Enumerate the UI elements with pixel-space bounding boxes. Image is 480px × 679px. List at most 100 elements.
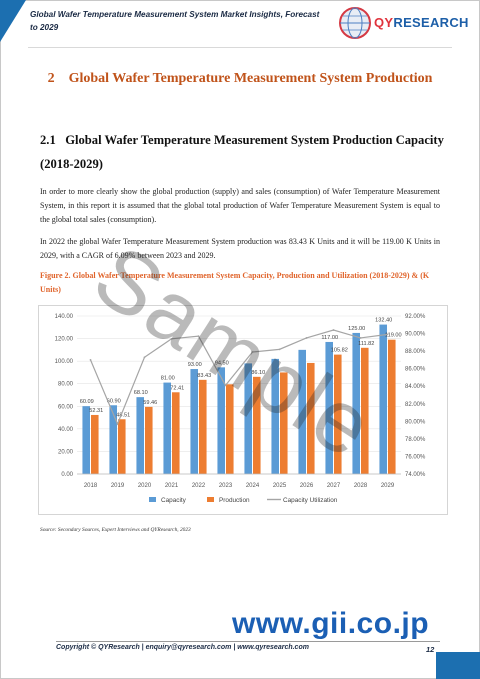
production-data-label: 59.46 (143, 400, 157, 406)
production-data-label: 119.00 (385, 333, 402, 339)
production-data-label: 52.31 (89, 408, 103, 414)
section-heading: 2 Global Wafer Temperature Measurement S… (40, 66, 440, 92)
logo-wordmark: QYRESEARCH (374, 15, 469, 30)
capacity-data-label: 68.10 (134, 390, 148, 396)
y-left-tick-label: 0.00 (61, 472, 73, 478)
production-bar (118, 419, 126, 474)
x-tick-label: 2018 (84, 483, 98, 489)
x-tick-label: 2029 (381, 483, 395, 489)
x-tick-label: 2023 (219, 483, 233, 489)
utilization-point (359, 337, 362, 339)
capacity-bar (325, 341, 333, 474)
production-bar (145, 406, 153, 474)
figure-caption: Figure 2. Global Wafer Temperature Measu… (40, 271, 430, 294)
utilization-point (143, 356, 146, 359)
utilization-point (278, 348, 281, 351)
legend-label: Production (219, 497, 250, 504)
y-right-tick-label: 84.00% (405, 384, 426, 390)
qyresearch-logo: QYRESEARCH (338, 6, 473, 40)
page-number: 12 (426, 645, 435, 654)
x-tick-label: 2025 (273, 483, 287, 489)
production-data-label: 86.10 (251, 370, 265, 376)
y-right-tick-label: 74.00% (405, 472, 426, 478)
document-title: Global Wafer Temperature Measurement Sys… (30, 10, 320, 32)
production-data-label: 48.51 (116, 412, 130, 418)
production-bar (253, 376, 261, 474)
subsection-heading: 2.1 Global Wafer Temperature Measurement… (40, 128, 460, 176)
x-tick-label: 2020 (138, 483, 152, 489)
y-right-tick-label: 86.00% (405, 367, 426, 373)
capacity-data-label: 117.00 (321, 335, 338, 341)
production-bar (280, 372, 288, 474)
capacity-data-label: 132.40 (375, 318, 392, 324)
capacity-bar (298, 349, 306, 474)
section-title: Global Wafer Temperature Measurement Sys… (68, 71, 433, 86)
y-left-tick-label: 100.00 (55, 359, 74, 365)
legend-swatch (149, 497, 156, 502)
y-left-tick-label: 80.00 (58, 382, 74, 388)
production-bar (199, 379, 207, 474)
utilization-point (386, 333, 389, 336)
utilization-point (116, 423, 119, 425)
capacity-data-label: 60.90 (107, 398, 121, 404)
y-left-tick-label: 40.00 (58, 427, 74, 433)
production-data-label: 72.41 (170, 385, 184, 391)
y-left-tick-label: 60.00 (58, 404, 74, 410)
x-tick-label: 2021 (165, 483, 179, 489)
capacity-data-label: 81.00 (161, 376, 175, 382)
utilization-point (251, 351, 254, 353)
y-left-tick-label: 140.00 (55, 314, 74, 320)
capacity-data-label: 125.00 (348, 326, 365, 332)
capacity-bar (379, 324, 387, 474)
header-divider (28, 47, 452, 48)
legend-label: Capacity (161, 497, 187, 504)
y-right-tick-label: 82.00% (405, 402, 426, 408)
utilization-point (197, 335, 200, 338)
utilization-line (89, 329, 388, 426)
y-right-tick-label: 92.00% (405, 314, 426, 320)
header-accent (0, 0, 26, 42)
production-data-label: 111.82 (358, 341, 374, 347)
x-tick-label: 2026 (300, 483, 314, 489)
capacity-bar (190, 369, 198, 474)
production-bar (91, 414, 99, 474)
capacity-data-label: 60.09 (80, 399, 94, 405)
y-right-tick-label: 90.00% (405, 332, 426, 338)
section-number: 2 (47, 71, 55, 86)
production-bar (388, 339, 396, 474)
paragraph: In order to more clearly show the global… (40, 187, 440, 224)
x-tick-label: 2028 (354, 483, 368, 489)
production-data-label: 83.43 (197, 373, 211, 379)
subsection-number: 2.1 (40, 133, 56, 147)
utilization-point (305, 337, 308, 339)
capacity-bar (244, 363, 252, 474)
y-left-tick-label: 20.00 (58, 449, 74, 455)
utilization-point (170, 337, 173, 340)
capacity-bar (82, 406, 90, 474)
y-right-tick-label: 78.00% (405, 437, 426, 443)
paragraph: In 2022 the global Wafer Temperature Mea… (40, 237, 440, 260)
legend-label: Capacity Utilization (283, 497, 338, 504)
production-bar (334, 354, 342, 474)
capacity-data-label: 94.50 (215, 360, 229, 366)
y-right-tick-label: 76.00% (405, 454, 426, 460)
subsection-title: Global Wafer Temperature Measurement Sys… (40, 133, 444, 171)
gii-url: www.gii.co.jp (232, 607, 430, 640)
production-bar (307, 362, 315, 474)
x-tick-label: 2027 (327, 483, 341, 489)
footer-accent (436, 652, 480, 679)
capacity-bar (163, 382, 171, 474)
y-right-tick-label: 80.00% (405, 419, 426, 425)
capacity-bar (136, 397, 144, 474)
header-bar (0, 0, 480, 42)
capacity-data-label: 93.00 (188, 362, 202, 368)
utilization-point (89, 358, 92, 361)
production-bar (172, 392, 180, 474)
footer-copyright: Copyright © QYResearch | enquiry@qyresea… (56, 641, 440, 651)
capacity-bar (352, 332, 360, 474)
production-data-label: 105.82 (331, 348, 348, 354)
y-left-tick-label: 120.00 (55, 337, 74, 343)
x-tick-label: 2022 (192, 483, 206, 489)
x-tick-label: 2024 (246, 483, 260, 489)
production-bar (361, 347, 369, 474)
